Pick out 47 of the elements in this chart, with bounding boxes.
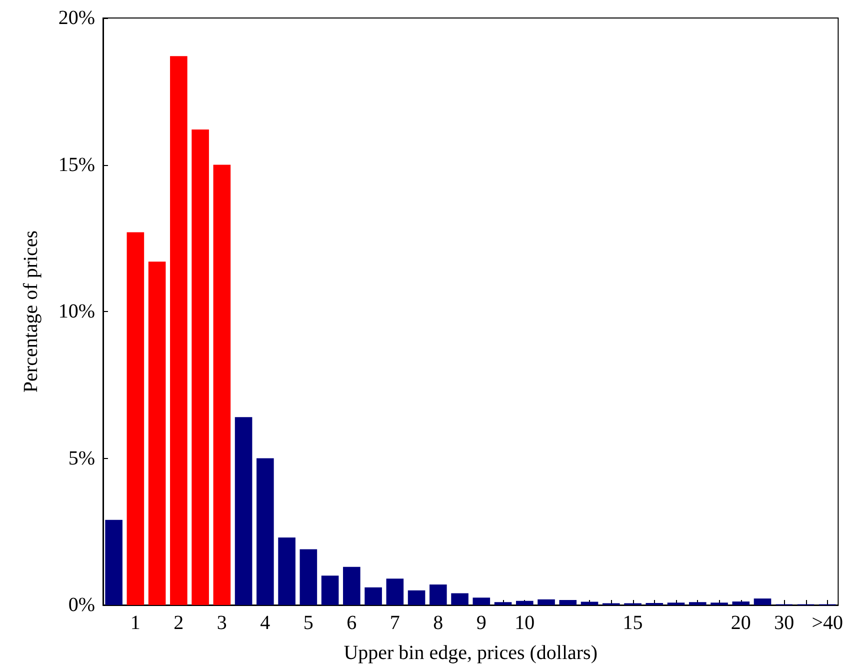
- y-tick-label: 5%: [68, 447, 95, 470]
- bar: [256, 458, 274, 605]
- bar: [516, 600, 534, 605]
- bar: [364, 587, 382, 605]
- x-tick-label: 30: [774, 612, 794, 634]
- x-tick-label: 4: [260, 612, 270, 634]
- bar: [321, 576, 339, 605]
- y-tick-label: 20%: [58, 7, 95, 29]
- bar: [300, 549, 318, 605]
- x-tick-label: 1: [130, 612, 140, 634]
- bar: [148, 262, 166, 605]
- bar: [732, 601, 750, 605]
- bar: [472, 598, 490, 605]
- x-tick-label: 3: [216, 612, 227, 634]
- y-tick-label: 15%: [58, 154, 95, 176]
- x-axis-title: Upper bin edge, prices (dollars): [344, 642, 598, 664]
- bar: [278, 537, 296, 605]
- bar: [234, 417, 252, 605]
- bar: [192, 130, 209, 605]
- bar: [343, 566, 360, 605]
- bar: [559, 600, 577, 605]
- x-tick-label: 15: [622, 612, 643, 634]
- y-tick-label: 10%: [58, 300, 95, 322]
- x-tick-label: 2: [174, 612, 184, 634]
- x-tick-label: 8: [433, 612, 444, 634]
- bar: [170, 56, 188, 605]
- x-tick-label: 5: [303, 612, 314, 634]
- y-axis-title: Percentage of prices: [20, 230, 42, 393]
- bar: [688, 602, 706, 605]
- bar: [451, 593, 468, 605]
- bar: [408, 590, 426, 605]
- bar: [580, 602, 598, 605]
- x-tick-label: 7: [390, 612, 400, 634]
- bar: [754, 598, 772, 605]
- x-tick-label: >40: [812, 612, 844, 634]
- bar: [494, 602, 512, 605]
- bar: [213, 164, 231, 605]
- x-tick-label: 9: [476, 612, 486, 634]
- bar: [538, 599, 555, 605]
- x-tick-label: 6: [346, 612, 357, 634]
- bar: [126, 232, 144, 605]
- bar: [386, 578, 404, 605]
- x-tick-label: 20: [730, 612, 751, 634]
- bar: [105, 520, 122, 605]
- bar: [430, 584, 447, 605]
- y-tick-label: 0%: [68, 594, 95, 616]
- x-tick-label: 10: [514, 612, 535, 634]
